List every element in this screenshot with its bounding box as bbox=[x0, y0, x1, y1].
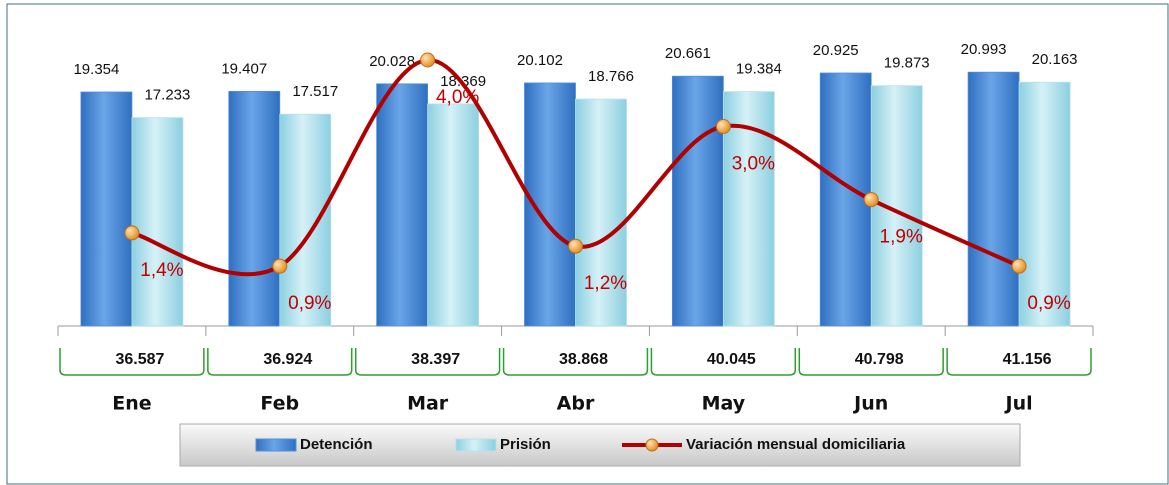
total-label: 40.798 bbox=[855, 351, 904, 368]
line-marker bbox=[124, 225, 140, 241]
bar bbox=[722, 91, 775, 327]
total-bracket bbox=[798, 348, 944, 376]
bar bbox=[1018, 81, 1071, 327]
total-label: 41.156 bbox=[1003, 351, 1052, 368]
data-label: 20.028 bbox=[369, 53, 415, 70]
total-bracket bbox=[946, 348, 1092, 376]
data-label: 17.517 bbox=[292, 83, 338, 100]
bar bbox=[228, 90, 281, 327]
bar bbox=[870, 85, 923, 327]
total-label: 38.868 bbox=[559, 351, 608, 368]
data-label: 20.925 bbox=[813, 42, 859, 59]
data-label: 19.407 bbox=[221, 60, 267, 77]
x-tick-label: Abr bbox=[557, 393, 595, 415]
bar bbox=[131, 117, 184, 327]
data-label: 19.354 bbox=[73, 61, 119, 78]
legend-swatch bbox=[455, 438, 497, 452]
data-label: 20.661 bbox=[665, 45, 711, 62]
line-marker bbox=[420, 52, 436, 68]
legend-label: Detención bbox=[300, 436, 373, 453]
total-label: 36.924 bbox=[263, 351, 312, 368]
total-label: 40.045 bbox=[707, 351, 756, 368]
data-label: 1,9% bbox=[880, 227, 923, 248]
data-label: 1,4% bbox=[140, 260, 183, 281]
bar bbox=[575, 98, 627, 327]
legend-marker bbox=[645, 438, 659, 452]
legend-label: Prisión bbox=[500, 436, 551, 453]
legend-label: Variación mensual domiciliaria bbox=[686, 436, 906, 453]
line-marker bbox=[863, 192, 879, 208]
total-label: 36.587 bbox=[115, 351, 164, 368]
total-bracket bbox=[207, 348, 353, 376]
data-label: 17.233 bbox=[144, 87, 190, 104]
line-marker bbox=[568, 238, 583, 254]
line-marker bbox=[272, 258, 288, 274]
total-bracket bbox=[502, 348, 649, 376]
x-tick-label: Jul bbox=[1004, 393, 1033, 415]
line-marker bbox=[1011, 258, 1027, 274]
legend-box bbox=[179, 423, 1021, 467]
total-bracket bbox=[354, 348, 501, 376]
data-label: 20.993 bbox=[961, 41, 1007, 58]
bar bbox=[819, 72, 872, 327]
data-label: 3,0% bbox=[732, 154, 775, 175]
data-label: 0,9% bbox=[288, 293, 331, 314]
x-tick-label: Jun bbox=[852, 393, 888, 415]
data-label: 19.873 bbox=[884, 55, 930, 72]
bar bbox=[376, 83, 429, 327]
total-bracket bbox=[59, 348, 205, 376]
total-label: 38.397 bbox=[411, 351, 460, 368]
legend-swatch bbox=[255, 438, 297, 452]
data-label: 19.384 bbox=[736, 61, 782, 78]
bar bbox=[279, 113, 332, 327]
x-tick-label: Feb bbox=[260, 393, 299, 415]
x-tick-label: Ene bbox=[112, 393, 151, 415]
data-label: 18.766 bbox=[588, 68, 634, 85]
data-label: 0,9% bbox=[1027, 293, 1070, 314]
data-label: 20.163 bbox=[1032, 51, 1078, 68]
bar bbox=[671, 75, 724, 327]
x-tick-label: Mar bbox=[407, 393, 449, 415]
bar bbox=[80, 91, 133, 327]
frame bbox=[6, 3, 1169, 485]
bar bbox=[967, 71, 1020, 327]
total-bracket bbox=[650, 348, 797, 376]
bar bbox=[427, 103, 480, 327]
data-label: 4,0% bbox=[436, 87, 479, 108]
data-label: 1,2% bbox=[584, 273, 627, 294]
data-label: 20.102 bbox=[517, 52, 563, 69]
x-tick-label: May bbox=[702, 393, 746, 415]
line-marker bbox=[715, 119, 731, 134]
